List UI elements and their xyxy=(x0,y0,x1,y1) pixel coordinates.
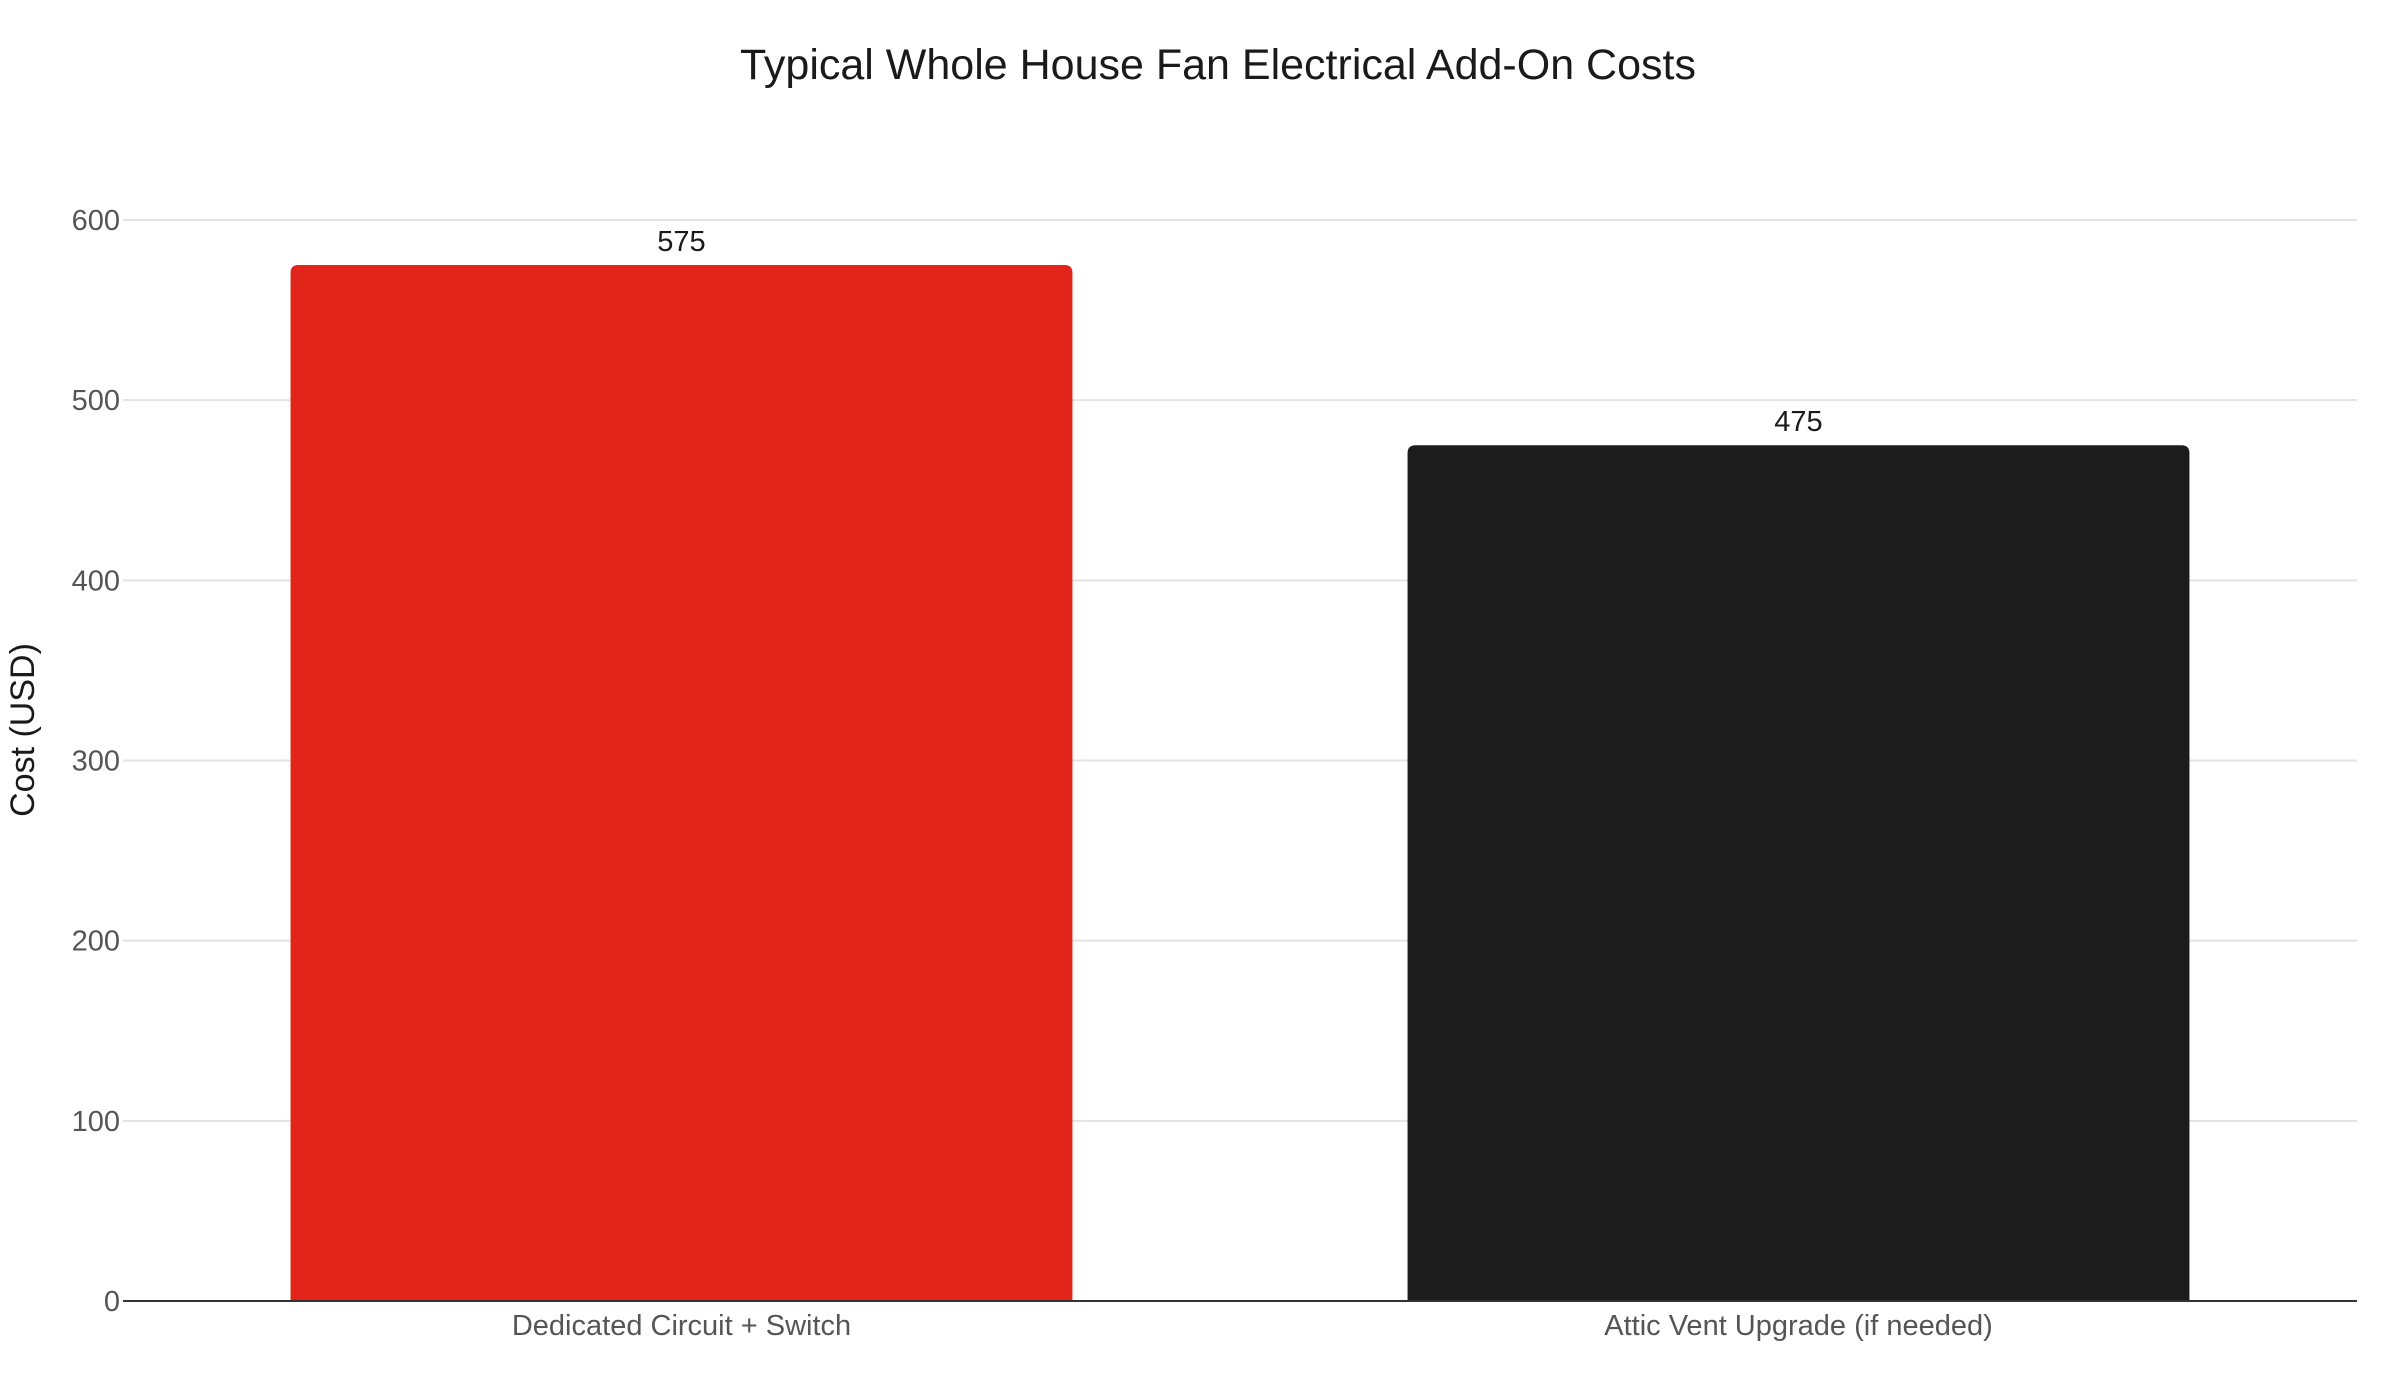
y-tick-label: 100 xyxy=(72,1106,120,1138)
chart-title: Typical Whole House Fan Electrical Add-O… xyxy=(740,41,1696,89)
y-tick-label: 600 xyxy=(72,205,120,237)
y-tick-label: 0 xyxy=(104,1286,120,1318)
bar-2 xyxy=(1407,445,2190,1301)
y-axis-title: Cost (USD) xyxy=(4,643,42,817)
data-labels: 575 475 xyxy=(657,226,1822,438)
y-tick-label: 300 xyxy=(72,746,120,778)
y-tick-label: 200 xyxy=(72,926,120,958)
x-tick-label: Attic Vent Upgrade (if needed) xyxy=(1604,1310,1993,1342)
bar-1 xyxy=(290,265,1073,1302)
y-axis-ticks: 0 100 200 300 400 500 600 xyxy=(72,205,120,1318)
x-axis-ticks: Dedicated Circuit + Switch Attic Vent Upg… xyxy=(512,1310,1993,1342)
data-label: 575 xyxy=(657,226,705,258)
data-label: 475 xyxy=(1774,406,1822,438)
x-tick-label: Dedicated Circuit + Switch xyxy=(512,1310,851,1342)
y-tick-label: 500 xyxy=(72,385,120,417)
bars xyxy=(290,265,2190,1302)
y-tick-label: 400 xyxy=(72,565,120,597)
